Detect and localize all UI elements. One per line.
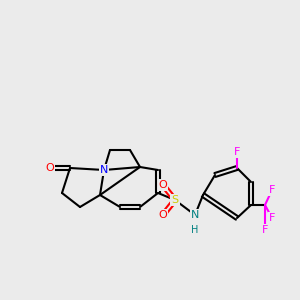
Text: N: N bbox=[191, 210, 199, 220]
Text: F: F bbox=[269, 213, 275, 223]
Text: N: N bbox=[100, 165, 108, 175]
Text: S: S bbox=[171, 195, 178, 205]
Text: F: F bbox=[234, 147, 240, 157]
Text: O: O bbox=[159, 210, 167, 220]
Text: O: O bbox=[46, 163, 54, 173]
Text: F: F bbox=[262, 225, 268, 235]
Text: F: F bbox=[269, 185, 275, 195]
Text: H: H bbox=[191, 225, 199, 235]
Text: O: O bbox=[159, 180, 167, 190]
